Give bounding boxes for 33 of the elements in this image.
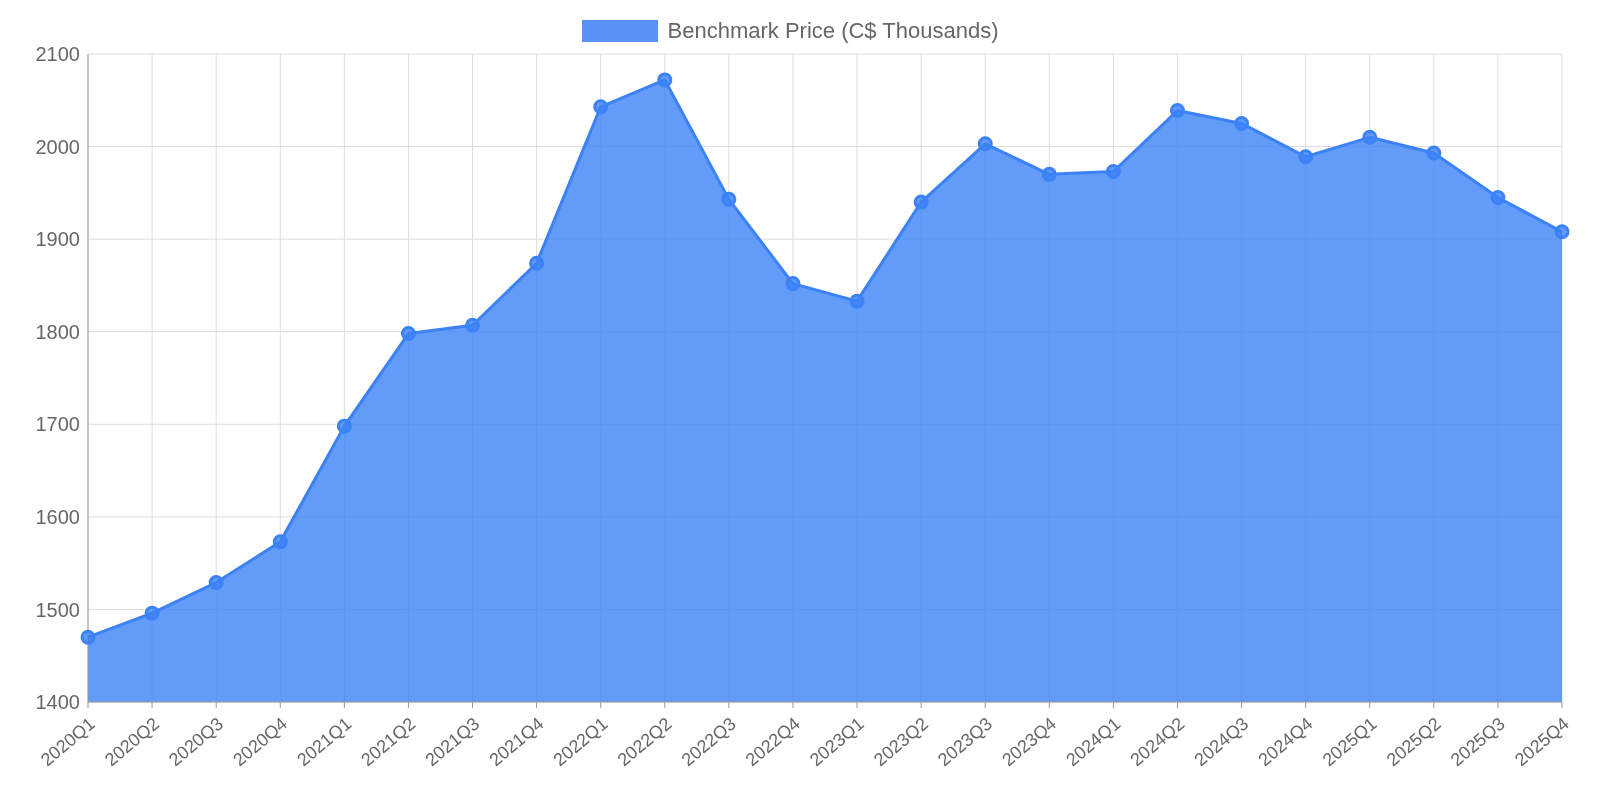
y-tick-label: 1500 bbox=[35, 598, 80, 621]
point bbox=[657, 72, 673, 88]
y-tick-label: 1900 bbox=[35, 228, 80, 251]
y-tick-label: 1800 bbox=[35, 320, 80, 343]
point bbox=[144, 605, 160, 621]
y-tick-label: 1600 bbox=[35, 505, 80, 528]
point bbox=[529, 255, 545, 271]
point bbox=[1234, 115, 1250, 131]
point bbox=[465, 317, 481, 333]
y-tick-label: 1700 bbox=[35, 413, 80, 436]
point bbox=[1490, 189, 1506, 205]
point bbox=[80, 629, 96, 645]
point bbox=[849, 293, 865, 309]
point bbox=[1041, 166, 1057, 182]
legend-label: Benchmark Price (C$ Thousands) bbox=[666, 18, 999, 44]
point bbox=[593, 99, 609, 115]
point bbox=[1426, 145, 1442, 161]
point bbox=[721, 191, 737, 207]
y-tick-label: 2100 bbox=[35, 43, 80, 66]
point bbox=[1554, 224, 1570, 240]
point bbox=[272, 534, 288, 550]
point bbox=[208, 575, 224, 591]
point bbox=[1362, 129, 1378, 145]
point bbox=[1169, 102, 1185, 118]
point bbox=[977, 136, 993, 152]
point bbox=[336, 418, 352, 434]
point bbox=[785, 276, 801, 292]
y-tick-label: 1400 bbox=[35, 691, 80, 714]
point bbox=[1105, 164, 1121, 180]
point bbox=[913, 194, 929, 210]
y-tick-label: 2000 bbox=[35, 135, 80, 158]
point bbox=[1298, 149, 1314, 165]
point bbox=[400, 326, 416, 342]
